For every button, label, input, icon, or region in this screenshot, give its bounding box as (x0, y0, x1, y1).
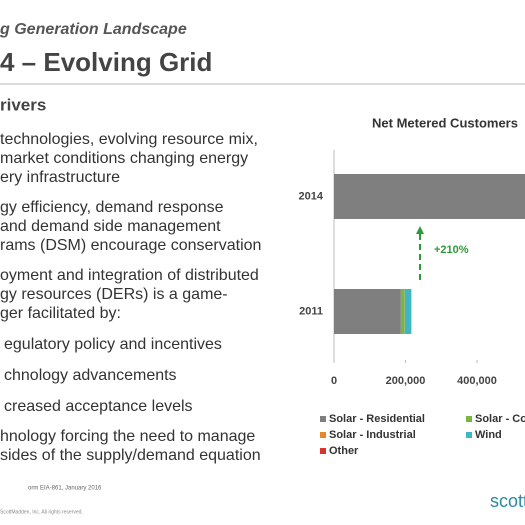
sub-bullet: egulatory policy and incentives (4, 336, 222, 353)
bar-segment (334, 289, 401, 334)
source: orm EIA-861, January 2016 (28, 486, 102, 492)
bullet-line: gy efficiency, demand response (0, 199, 224, 216)
chart: Net Metered Customers 0200,000400,000600… (299, 115, 525, 457)
bullet-line: oyment and integration of distributed (0, 267, 259, 284)
bar-segment (404, 289, 412, 334)
bullet-line: rams (DSM) encourage conservation (0, 237, 261, 254)
bullet-line: hnology forcing the need to manage (0, 428, 255, 445)
legend-label: Wind (475, 429, 502, 441)
legend-label: Solar - Residential (329, 413, 425, 425)
legend-label: Solar - Co (475, 413, 525, 425)
y-tick-label: 2014 (299, 190, 324, 202)
bullet-line: ger facilitated by: (0, 305, 121, 322)
bullet-line: gy resources (DERs) is a game- (0, 286, 228, 303)
logo: scott (490, 491, 525, 511)
legend-label: Other (329, 445, 359, 457)
x-tick-label: 400,000 (457, 375, 497, 387)
legend-swatch (320, 432, 326, 438)
bullet-line: and demand side management (0, 218, 221, 235)
slide-title: 4 – Evolving Grid (0, 47, 212, 77)
copyright: ScottMadden, Inc. All rights reserved. (0, 509, 83, 515)
section-title: g Generation Landscape (0, 21, 187, 38)
x-tick-label: 0 (331, 375, 337, 387)
sub-bullet: creased acceptance levels (4, 398, 193, 415)
x-tick-label: 200,000 (386, 375, 426, 387)
bullet-line: ery infrastructure (0, 169, 120, 186)
legend-swatch (466, 416, 472, 422)
chart-title: Net Metered Customers (372, 115, 518, 130)
bar-segment (400, 289, 405, 334)
bullet-line: sides of the supply/demand equation (0, 447, 261, 464)
legend-swatch (466, 432, 472, 438)
bullet-line: technologies, evolving resource mix, (0, 131, 258, 148)
legend-label: Solar - Industrial (329, 429, 416, 441)
legend-swatch (320, 416, 326, 422)
legend-swatch (320, 448, 326, 454)
arrow-head (416, 226, 424, 234)
heading: rivers (0, 95, 46, 114)
sub-bullet: chnology advancements (4, 367, 177, 384)
annotation: +210% (434, 244, 469, 256)
bullet-line: market conditions changing energy (0, 150, 248, 167)
bar-segment (334, 174, 525, 219)
y-tick-label: 2011 (299, 305, 323, 317)
